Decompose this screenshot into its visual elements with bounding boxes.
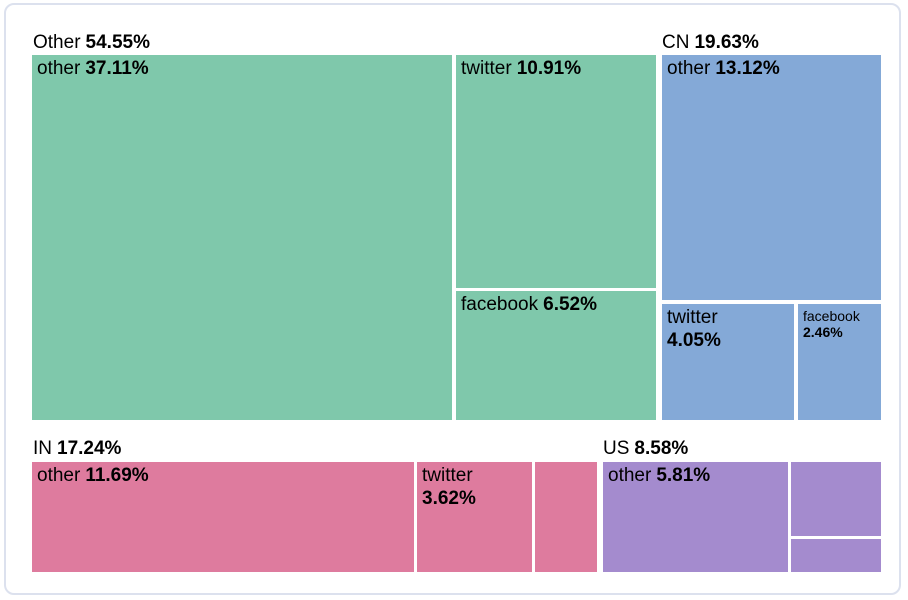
treemap-cell-us-other[interactable]: other 5.81% bbox=[603, 462, 788, 572]
cell-label: twitter bbox=[422, 465, 473, 486]
group-label: Other bbox=[33, 32, 81, 53]
group-percent: 54.55% bbox=[85, 32, 150, 53]
treemap-cell-in-twitter[interactable]: twitter 3.62% bbox=[417, 462, 532, 572]
cell-label: other bbox=[37, 58, 81, 79]
treemap-cell-cn-twitter[interactable]: twitter 4.05% bbox=[662, 304, 794, 420]
cell-percent: 6.52% bbox=[543, 294, 597, 315]
cell-percent: 3.62% bbox=[422, 488, 476, 509]
group-header-us: US 8.58% bbox=[603, 438, 688, 460]
cell-percent: 37.11% bbox=[85, 58, 149, 79]
group-label: IN bbox=[33, 438, 52, 459]
group-percent: 19.63% bbox=[694, 32, 759, 53]
group-label: US bbox=[603, 438, 630, 459]
group-header-in: IN 17.24% bbox=[33, 438, 121, 460]
treemap-cell-us-unlabeled-1[interactable] bbox=[791, 462, 881, 536]
cell-percent: 10.91% bbox=[516, 58, 582, 79]
cell-label: twitter bbox=[461, 58, 512, 79]
group-header-cn: CN 19.63% bbox=[662, 32, 759, 54]
group-label: CN bbox=[662, 32, 690, 53]
cell-percent: 4.05% bbox=[667, 330, 721, 351]
treemap-cell-other-other[interactable]: other 37.11% bbox=[32, 55, 452, 420]
treemap-cell-other-facebook[interactable]: facebook 6.52% bbox=[456, 291, 656, 420]
treemap-cell-in-unlabeled[interactable] bbox=[535, 462, 597, 572]
cell-label: other bbox=[667, 58, 711, 79]
treemap-cell-other-twitter[interactable]: twitter 10.91% bbox=[456, 55, 656, 288]
cell-percent: 11.69% bbox=[85, 465, 149, 486]
cell-label: other bbox=[608, 465, 652, 486]
treemap-cell-cn-facebook[interactable]: facebook 2.46% bbox=[798, 304, 881, 420]
cell-percent: 13.12% bbox=[715, 58, 780, 79]
treemap-cell-in-other[interactable]: other 11.69% bbox=[32, 462, 414, 572]
cell-percent: 2.46% bbox=[803, 324, 843, 340]
treemap-cell-cn-other[interactable]: other 13.12% bbox=[662, 55, 881, 300]
cell-label: facebook bbox=[803, 308, 860, 324]
cell-label: facebook bbox=[461, 294, 539, 315]
cell-percent: 5.81% bbox=[656, 465, 711, 486]
group-header-other: Other 54.55% bbox=[33, 32, 150, 54]
group-percent: 8.58% bbox=[634, 438, 689, 459]
group-percent: 17.24% bbox=[57, 438, 122, 459]
cell-label: twitter bbox=[667, 307, 718, 328]
cell-label: other bbox=[37, 465, 81, 486]
treemap-cell-us-unlabeled-2[interactable] bbox=[791, 539, 881, 572]
